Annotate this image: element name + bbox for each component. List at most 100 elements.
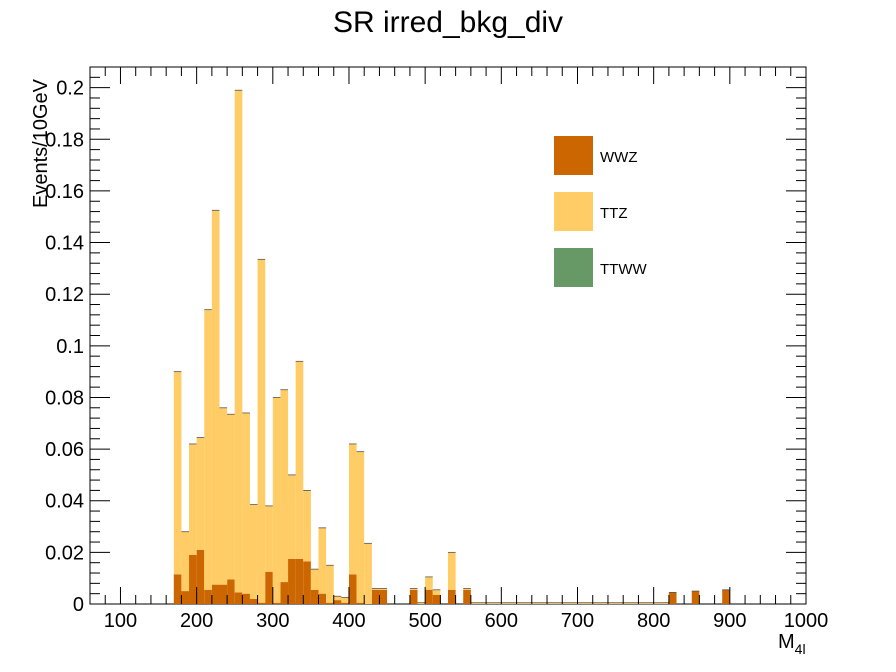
bar-ttz-750	[615, 602, 624, 604]
y-axis-title: Events/10GeV	[30, 78, 52, 208]
y-tick-label: 0.08	[45, 387, 84, 409]
bar-wwz-260	[242, 593, 250, 604]
bar-wwz-890	[722, 589, 730, 604]
histogram-bars	[173, 89, 730, 604]
bar-wwz-410	[356, 602, 365, 604]
bar-ttz-410	[356, 451, 365, 603]
x-tick-label: 300	[256, 610, 289, 632]
bar-ttz-610	[508, 602, 517, 604]
bar-ttz-430	[371, 588, 380, 590]
bar-wwz-280	[257, 602, 266, 604]
y-tick-label: 0.2	[56, 78, 84, 100]
bar-ttz-260	[242, 412, 250, 594]
bar-ttz-740	[607, 602, 616, 604]
bar-wwz-850	[691, 591, 700, 604]
bar-ttz-710	[585, 602, 593, 604]
bar-wwz-510	[432, 594, 441, 604]
bar-ttz-300	[272, 397, 281, 603]
bar-ttz-210	[204, 309, 212, 590]
bar-wwz-190	[189, 554, 197, 604]
bar-ttz-640	[531, 602, 540, 604]
bar-wwz-180	[181, 591, 190, 604]
bar-wwz-360	[318, 593, 327, 604]
bar-ttz-600	[501, 602, 509, 604]
bar-wwz-240	[227, 579, 235, 604]
x-tick-label: 500	[408, 610, 441, 632]
bar-ttz-700	[577, 602, 586, 604]
bar-wwz-320	[288, 558, 296, 604]
bar-ttz-390	[341, 597, 349, 603]
legend-swatch-ttww	[554, 248, 593, 287]
legend-swatch-ttz	[554, 192, 593, 231]
bar-ttz-760	[623, 602, 631, 604]
bar-wwz-480	[409, 589, 418, 604]
legend: WWZ TTZ TTWW	[554, 136, 647, 287]
bar-wwz-230	[219, 584, 228, 604]
y-tick-label: 0.1	[56, 336, 84, 358]
bar-wwz-330	[295, 558, 304, 604]
bar-wwz-390	[341, 602, 349, 604]
bar-wwz-290	[265, 571, 273, 604]
bar-ttz-270	[249, 504, 258, 599]
x-axis-title-main: M	[778, 631, 795, 653]
bar-ttz-490	[417, 602, 426, 604]
bar-ttz-790	[646, 602, 654, 604]
bar-wwz-440	[379, 589, 388, 604]
bar-wwz-250	[234, 592, 243, 604]
bar-ttz-170	[173, 371, 182, 575]
y-tick-label: 0.16	[45, 181, 84, 203]
x-tick-label: 900	[713, 610, 746, 632]
bar-wwz-200	[196, 549, 205, 604]
bar-ttz-370	[326, 565, 334, 603]
legend-label-ttww: TTWW	[600, 261, 647, 278]
bar-wwz-370	[326, 602, 334, 604]
y-tick-label: 0.06	[45, 439, 84, 461]
bar-wwz-430	[371, 589, 380, 604]
x-tick-label: 200	[180, 610, 213, 632]
bar-ttz-310	[280, 389, 289, 583]
bar-ttz-420	[364, 543, 372, 604]
bar-wwz-340	[303, 561, 311, 604]
x-axis-title-subscript: 4l	[795, 641, 806, 657]
bar-ttz-680	[562, 602, 570, 604]
bar-ttz-320	[288, 474, 296, 559]
axes: 100 200 300 400 500 600 700 800 900 1000 0 0.02 0.04…	[45, 66, 829, 632]
bar-ttz-800	[653, 602, 662, 604]
x-tick-label: 600	[485, 610, 518, 632]
y-tick-label: 0.12	[45, 284, 84, 306]
bar-wwz-500	[425, 589, 433, 604]
bar-wwz-550	[463, 589, 471, 604]
bar-ttz-530	[448, 552, 456, 590]
bar-ttz-280	[257, 259, 266, 603]
chart-title: SR irred_bkg_div	[333, 6, 563, 39]
bar-ttz-480	[409, 588, 418, 590]
bar-wwz-380	[333, 600, 342, 604]
bar-ttz-780	[638, 602, 647, 604]
bar-ttz-230	[219, 407, 228, 585]
bar-ttz-620	[516, 602, 525, 604]
bar-ttz-190	[189, 443, 197, 555]
x-tick-label: 700	[561, 610, 594, 632]
x-tick-label: 1000	[784, 610, 829, 632]
bar-ttz-510	[432, 589, 441, 595]
x-tick-label: 400	[332, 610, 365, 632]
bar-ttz-560	[470, 602, 479, 604]
y-tick-label: 0.18	[45, 129, 84, 151]
bar-ttz-810	[661, 602, 669, 604]
legend-swatch-wwz	[554, 136, 593, 175]
bar-wwz-820	[668, 592, 677, 604]
bar-ttz-340	[303, 490, 311, 562]
bar-ttz-570	[478, 602, 487, 604]
bar-wwz-530	[448, 589, 456, 604]
bar-ttz-770	[630, 602, 639, 604]
bar-ttz-720	[592, 602, 601, 604]
y-tick-label: 0.14	[45, 233, 84, 255]
bar-wwz-400	[348, 574, 357, 604]
bar-wwz-220	[211, 584, 220, 604]
bar-wwz-310	[280, 582, 289, 604]
bar-wwz-170	[173, 574, 182, 604]
legend-label-wwz: WWZ	[600, 149, 637, 166]
bar-ttz-180	[181, 531, 190, 592]
bar-ttz-440	[379, 588, 388, 590]
